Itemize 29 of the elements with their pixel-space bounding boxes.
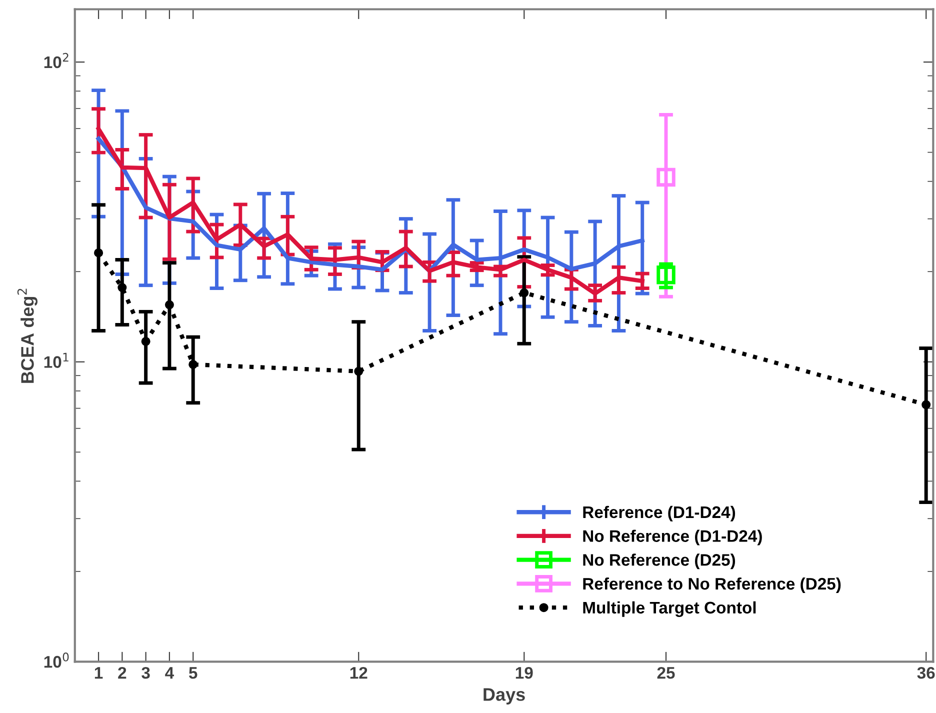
legend-label: No Reference (D1-D24): [583, 530, 762, 546]
point: [656, 266, 676, 284]
x-tick-label: 36: [917, 666, 935, 679]
point: [354, 366, 364, 376]
x-axis-title: Days: [484, 688, 525, 704]
x-tick-label: 1: [94, 667, 103, 679]
x-tick-label: 3: [142, 666, 150, 679]
point: [164, 300, 174, 310]
point: [520, 288, 529, 298]
legend-label: Multiple Target Contol: [583, 601, 756, 617]
y-tick-label: 10$^{2}$: [44, 52, 68, 68]
x-tick-label: 12: [350, 666, 368, 679]
y-tick-label: 10$^{0}$: [44, 652, 69, 668]
y-axis-title: BCEA deg$^{2}$: [17, 288, 38, 383]
point: [922, 400, 931, 410]
x-tick-label: 4: [165, 667, 174, 679]
x-tick-label: 25: [657, 666, 675, 679]
legend-label: No Reference (D25): [583, 554, 736, 570]
point: [94, 248, 104, 258]
x-tick-label: 5: [188, 667, 198, 679]
point: [118, 283, 127, 292]
legend-label: Reference (D1-D24): [583, 506, 736, 522]
point: [656, 168, 676, 187]
point: [141, 336, 150, 346]
x-tick-label: 2: [118, 666, 126, 679]
legend-label: Reference to No Reference (D25): [583, 577, 841, 594]
x-tick-label: 19: [516, 666, 533, 679]
y-tick-label: 10$^{1}$: [44, 352, 68, 368]
point: [188, 360, 198, 370]
